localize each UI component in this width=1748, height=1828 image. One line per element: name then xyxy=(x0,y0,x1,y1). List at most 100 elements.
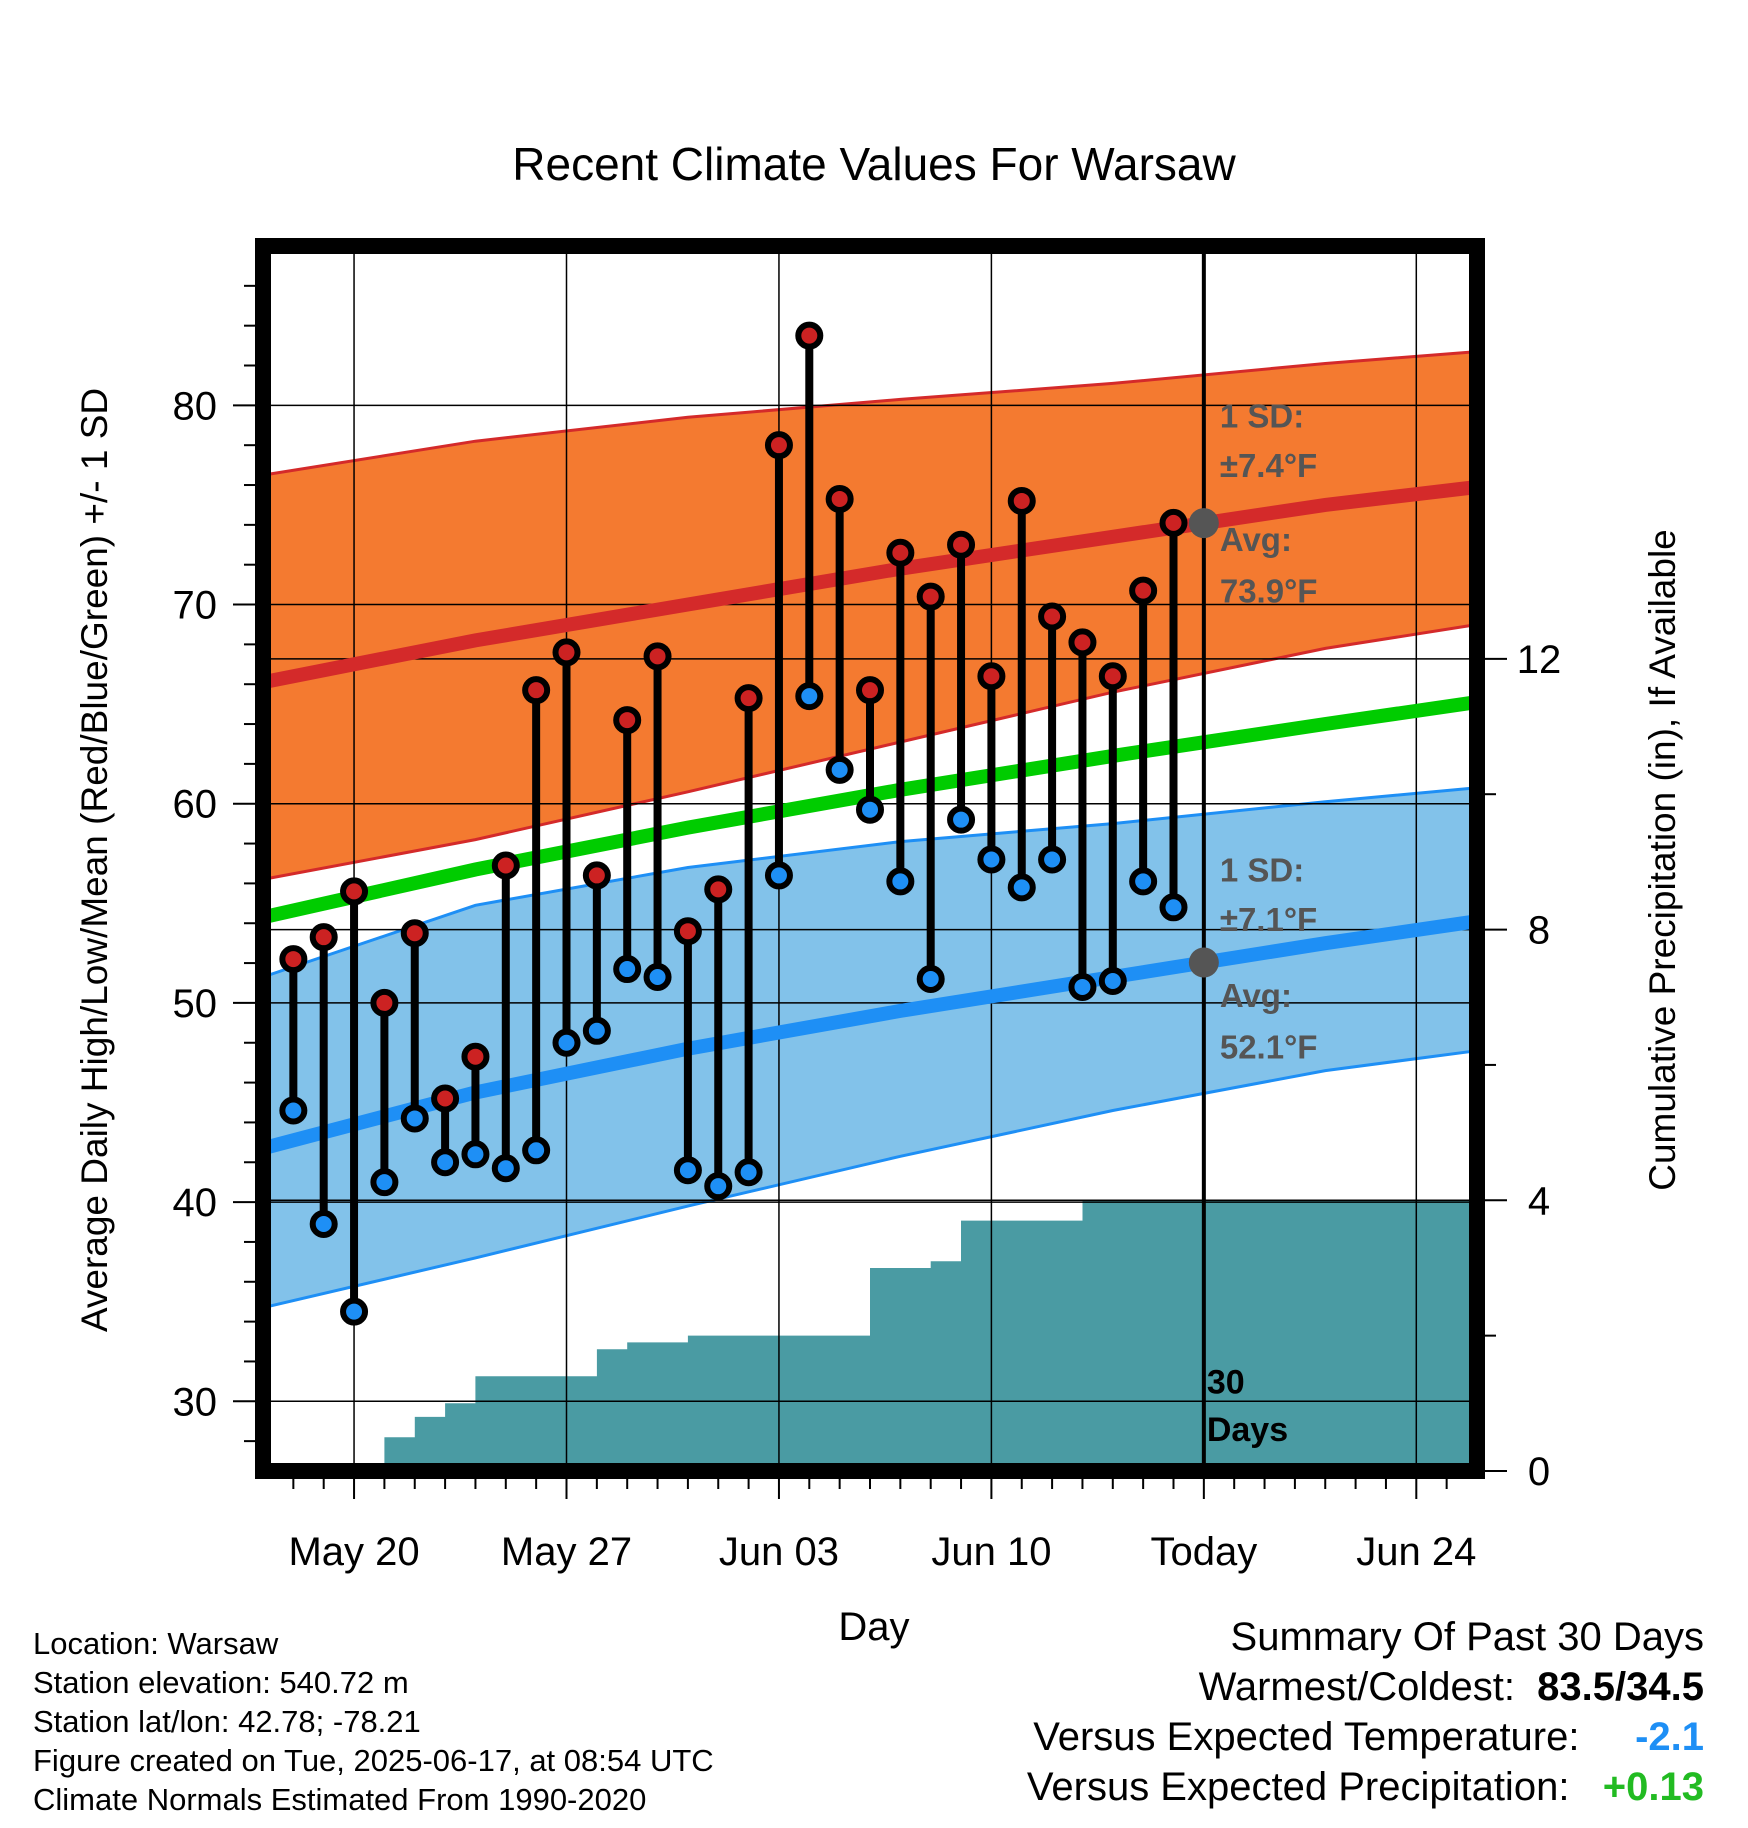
summary-warm-cold: Warmest/Coldest: 83.5/34.5 xyxy=(1027,1662,1704,1712)
high-point xyxy=(764,431,793,460)
y2-tick-label: 0 xyxy=(1528,1450,1550,1494)
warm-cold-label: Warmest/Coldest: xyxy=(1198,1665,1515,1709)
high-point xyxy=(856,676,884,705)
low-point xyxy=(279,1096,308,1125)
high-point xyxy=(1159,508,1188,537)
low-point xyxy=(673,1156,702,1185)
precip-area xyxy=(354,1200,1477,1471)
high-point xyxy=(886,538,915,567)
low-point xyxy=(1068,972,1097,1001)
low-point xyxy=(582,1016,611,1045)
y-tick-label: 40 xyxy=(173,1181,218,1225)
low-avg-value: 52.1°F xyxy=(1220,1029,1318,1066)
high-point xyxy=(1129,576,1158,605)
low-point xyxy=(491,1154,520,1183)
low-point xyxy=(856,795,884,824)
today-high-normal-marker xyxy=(1188,508,1219,539)
high-point xyxy=(1038,602,1067,631)
low-point xyxy=(977,845,1006,874)
x-tick-label: May 20 xyxy=(288,1530,419,1574)
high-point xyxy=(279,945,308,974)
low-point xyxy=(461,1140,490,1169)
high-point xyxy=(400,919,429,948)
low-sd-label: 1 SD: xyxy=(1220,851,1304,888)
low-point xyxy=(1038,845,1067,874)
y-tick-label: 70 xyxy=(173,584,218,628)
low-point xyxy=(795,682,824,711)
chart-title: Recent Climate Values For Warsaw xyxy=(512,138,1236,190)
high-upper-edge xyxy=(262,350,1478,477)
high-avg-label: Avg: xyxy=(1220,521,1292,558)
temp-value: -2.1 xyxy=(1635,1715,1704,1759)
days-label-text: Days xyxy=(1207,1411,1288,1449)
high-point xyxy=(370,988,399,1017)
y2-axis-label: Cumulative Precipitation (in), If Availa… xyxy=(1642,529,1683,1191)
precip-value: +0.13 xyxy=(1602,1765,1704,1809)
low-point xyxy=(704,1172,733,1201)
low-point xyxy=(825,755,854,784)
x-tick-label: Jun 24 xyxy=(1356,1530,1476,1574)
station-info: Location: Warsaw Station elevation: 540.… xyxy=(33,1624,714,1819)
low-point xyxy=(613,955,642,984)
summary-precip: Versus Expected Precipitation: +0.13 xyxy=(1027,1762,1704,1812)
x-axis-label: Day xyxy=(838,1605,909,1649)
low-point xyxy=(734,1158,763,1187)
low-lower-edge xyxy=(262,1049,1478,1310)
high-point xyxy=(491,851,520,880)
days-label-number: 30 xyxy=(1207,1363,1245,1401)
low-point xyxy=(1007,873,1036,902)
high-point xyxy=(1068,628,1097,657)
location-text: Location: Warsaw xyxy=(33,1626,279,1661)
latlon-text: Station lat/lon: 42.78; -78.21 xyxy=(33,1704,421,1739)
low-sd-value: ±7.1°F xyxy=(1220,901,1317,938)
high-point xyxy=(582,861,611,890)
warm-cold-value: 83.5/34.5 xyxy=(1537,1665,1704,1709)
summary-panel: Summary Of Past 30 Days Warmest/Coldest:… xyxy=(1027,1612,1704,1812)
x-tick-label: Jun 10 xyxy=(931,1530,1051,1574)
low-point xyxy=(400,1104,429,1133)
y2-tick-label: 4 xyxy=(1528,1179,1550,1223)
high-point xyxy=(309,923,338,952)
x-tick-label: Jun 03 xyxy=(719,1530,839,1574)
high-point xyxy=(522,676,551,705)
elevation-text: Station elevation: 540.72 m xyxy=(33,1665,409,1700)
high-sd-value: ±7.4°F xyxy=(1220,447,1317,484)
high-point xyxy=(947,530,976,559)
y-tick-label: 30 xyxy=(173,1380,218,1424)
y-tick-label: 60 xyxy=(173,783,218,827)
y-tick-label: 50 xyxy=(173,982,218,1026)
today-low-normal-marker xyxy=(1188,947,1219,978)
y-axis-label: Average Daily High/Low/Mean (Red/Blue/Gr… xyxy=(74,388,115,1332)
low-point xyxy=(916,965,945,994)
high-point xyxy=(977,662,1006,691)
x-tick-label: May 27 xyxy=(501,1530,632,1574)
low-point xyxy=(340,1297,369,1326)
created-text: Figure created on Tue, 2025-06-17, at 08… xyxy=(33,1743,714,1778)
low-point xyxy=(764,861,793,890)
high-avg-value: 73.9°F xyxy=(1220,573,1318,610)
low-point xyxy=(431,1148,460,1177)
high-point xyxy=(552,638,581,667)
high-sd-label: 1 SD: xyxy=(1220,397,1304,434)
y2-tick-label: 8 xyxy=(1528,909,1550,953)
low-point xyxy=(643,963,672,992)
high-point xyxy=(613,706,642,735)
low-point xyxy=(522,1136,551,1165)
high-point xyxy=(1007,486,1036,515)
low-avg-label: Avg: xyxy=(1220,977,1292,1014)
x-tick-label: Today xyxy=(1150,1530,1257,1574)
low-point xyxy=(886,867,915,896)
summary-title: Summary Of Past 30 Days xyxy=(1230,1615,1704,1659)
high-point xyxy=(673,917,702,946)
temp-label: Versus Expected Temperature: xyxy=(1033,1715,1580,1759)
low-point xyxy=(1098,967,1127,995)
high-point xyxy=(461,1042,490,1071)
high-point xyxy=(795,321,824,350)
y2-tick-label: 12 xyxy=(1517,638,1562,682)
low-point xyxy=(309,1210,338,1239)
summary-temp: Versus Expected Temperature: -2.1 xyxy=(1027,1712,1704,1762)
high-point xyxy=(1098,662,1127,691)
high-point xyxy=(431,1084,460,1113)
high-point xyxy=(704,875,733,904)
